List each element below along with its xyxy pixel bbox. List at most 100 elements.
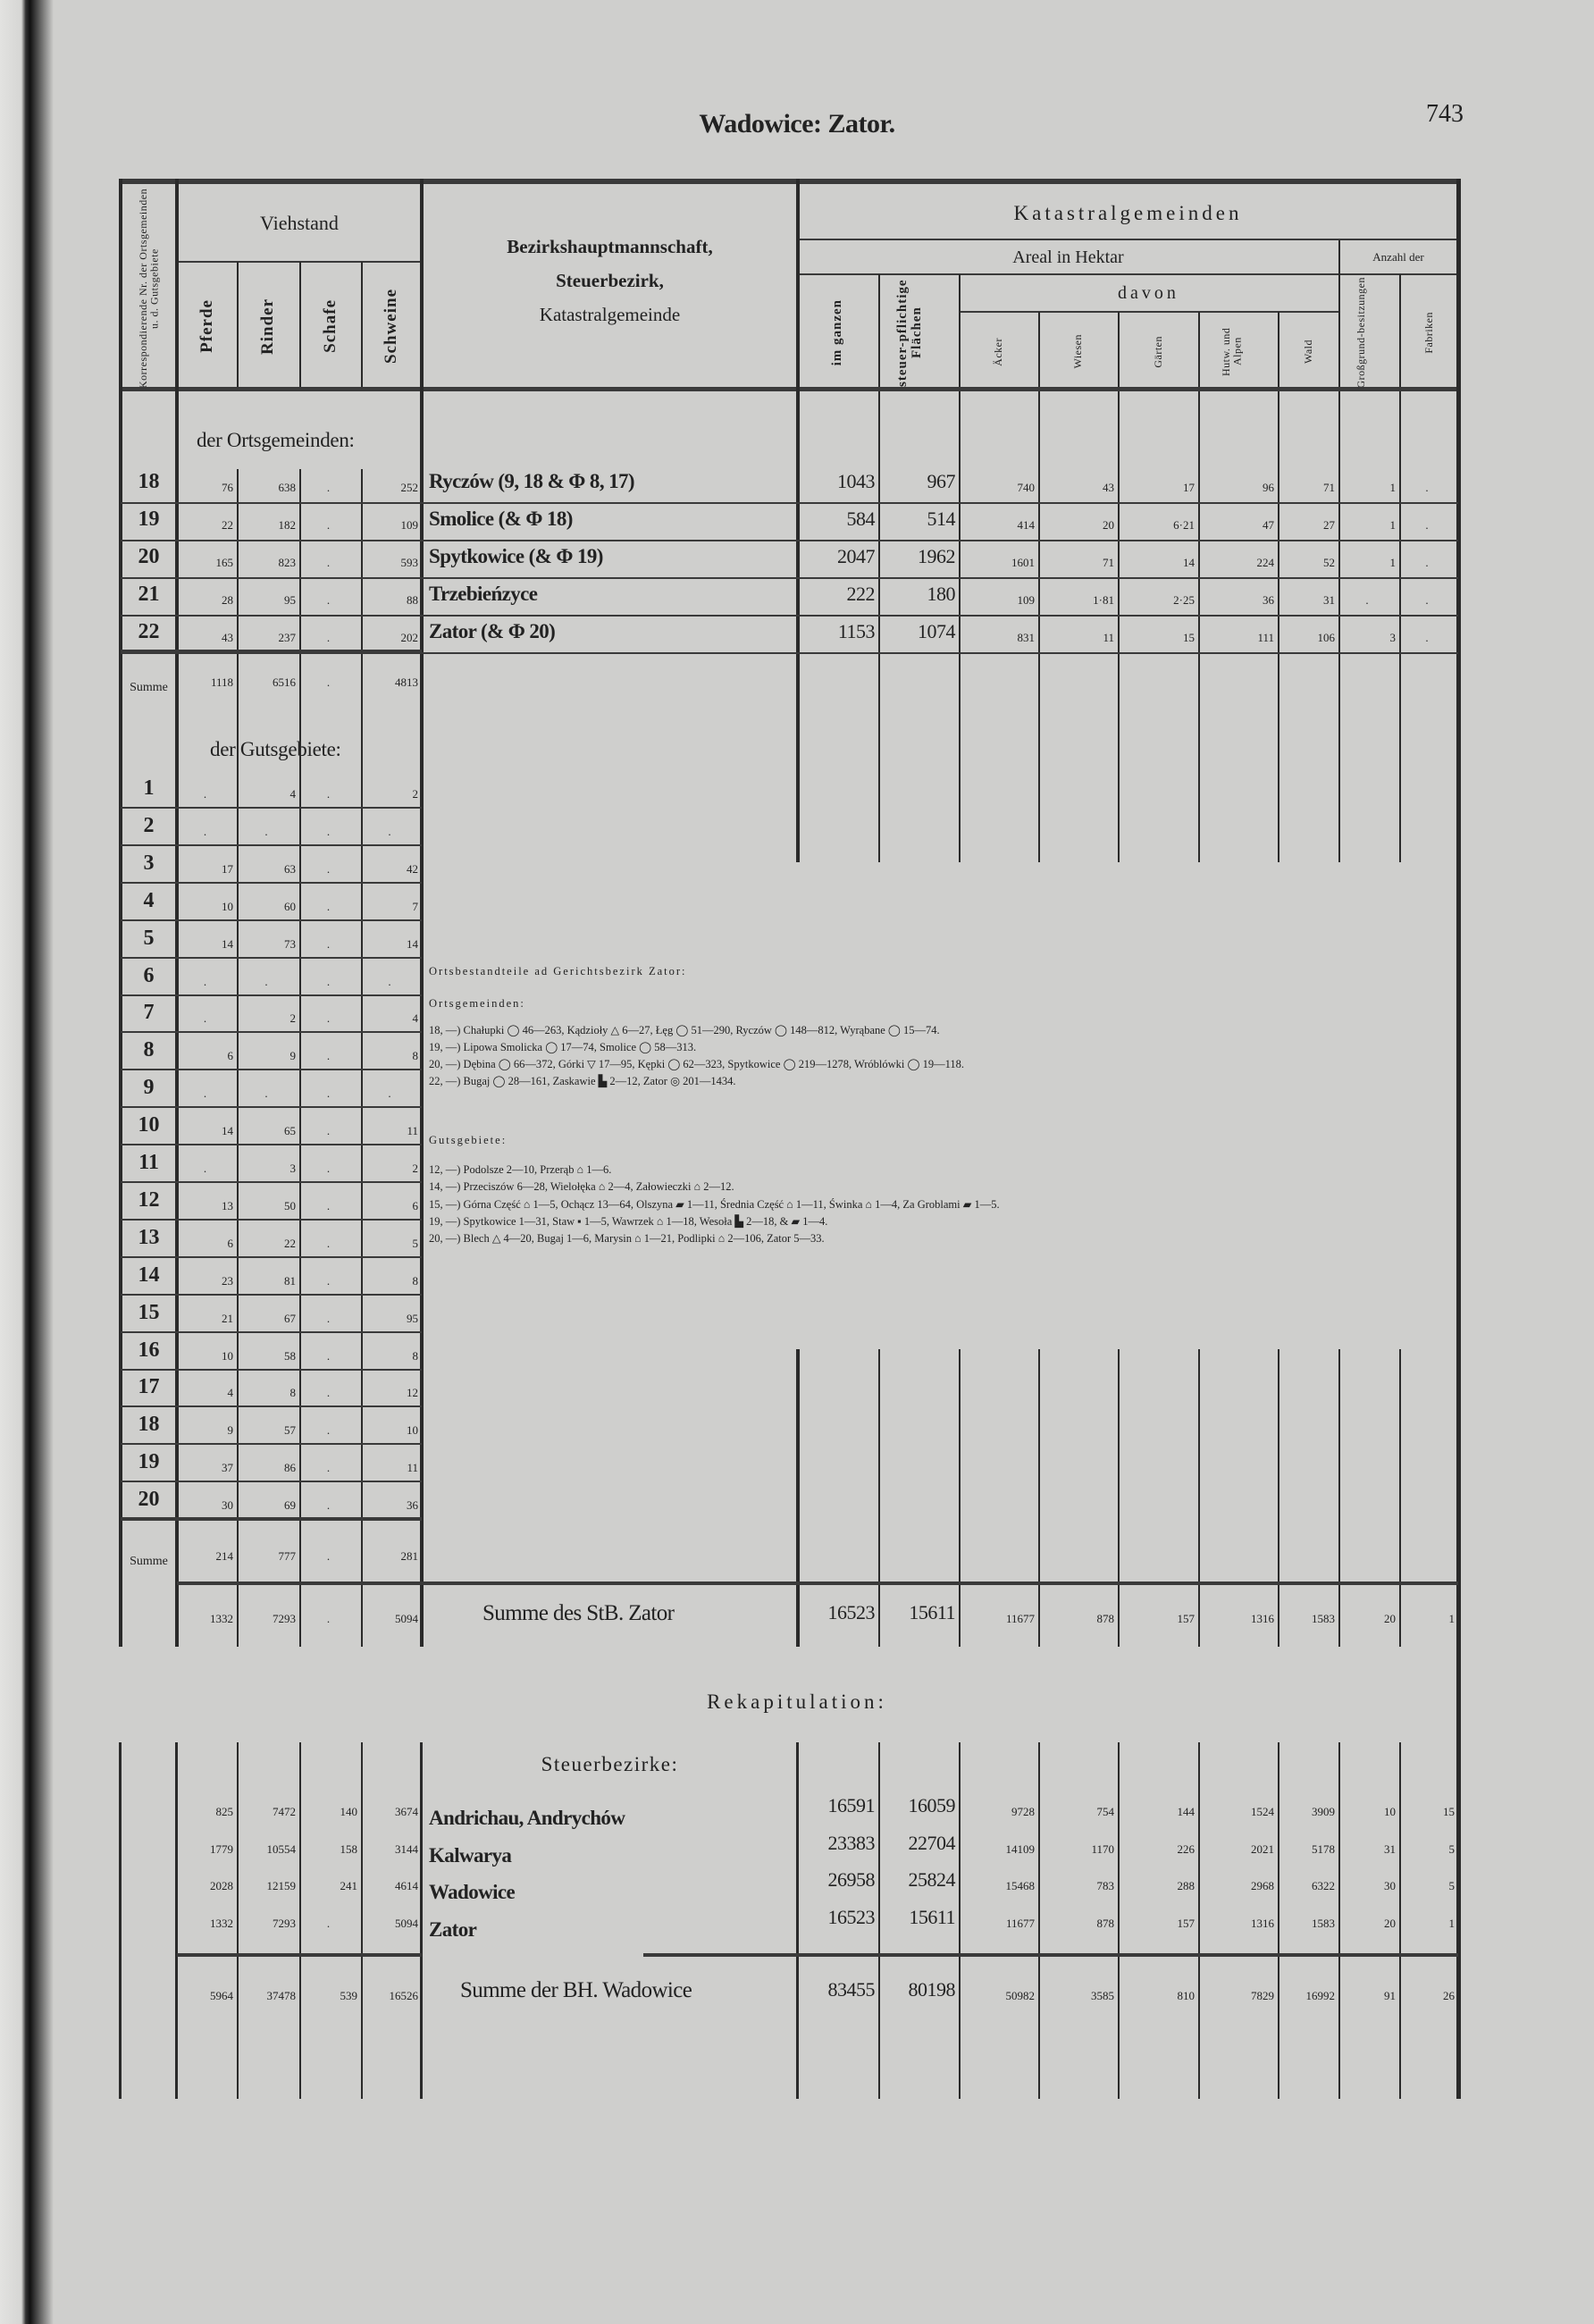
area-cell: 1 bbox=[1448, 1916, 1456, 1930]
viehstand-cell: . bbox=[203, 1011, 207, 1026]
katastralgemeinde-name: Summe der BH. Wadowice bbox=[460, 1978, 692, 2002]
viehstand-cell: 42 bbox=[407, 861, 418, 876]
viehstand-cell: 13 bbox=[222, 1198, 233, 1212]
viehstand-cell: 10 bbox=[407, 1423, 418, 1438]
row-number: Summe bbox=[130, 1555, 168, 1568]
header-pferde: Pferde bbox=[177, 264, 237, 389]
row-number: 10 bbox=[138, 1113, 160, 1137]
viehstand-cell: 28 bbox=[222, 593, 233, 607]
header-hutweiden-label: Hutw. und Alpen bbox=[1219, 327, 1244, 376]
viehstand-cell: 30 bbox=[222, 1498, 233, 1513]
header-im-ganzen-label: im ganzen bbox=[830, 299, 845, 366]
viehstand-cell: . bbox=[326, 1549, 331, 1563]
area-cell: 180 bbox=[927, 583, 956, 605]
row-rule bbox=[177, 1581, 1458, 1585]
column-rule bbox=[237, 1742, 239, 2099]
row-number: 11 bbox=[138, 1151, 159, 1174]
row-rule bbox=[121, 615, 1458, 617]
area-cell: 106 bbox=[1317, 631, 1336, 644]
header-katastral: Katastralgemeinden bbox=[1013, 201, 1243, 224]
header-viehstand: Viehstand bbox=[260, 212, 339, 235]
area-cell: 96 bbox=[1263, 481, 1274, 494]
column-rule bbox=[1118, 1742, 1120, 2099]
area-cell: 26 bbox=[1443, 1989, 1455, 2002]
katastralgemeinde-name: Ryczów (9, 18 & Φ 8, 17) bbox=[429, 470, 635, 492]
viehstand-cell: 4 bbox=[412, 1011, 419, 1026]
viehstand-cell: 252 bbox=[400, 481, 419, 494]
row-number: 21 bbox=[138, 583, 160, 606]
viehstand-cell: . bbox=[326, 1124, 331, 1138]
viehstand-cell: 1332 bbox=[210, 1916, 233, 1930]
header-areal: Areal in Hektar bbox=[1012, 247, 1124, 267]
viehstand-cell: 823 bbox=[278, 556, 297, 569]
column-rule bbox=[959, 391, 961, 862]
viehstand-cell: . bbox=[388, 824, 391, 838]
viehstand-cell: 7293 bbox=[273, 1916, 296, 1930]
row-rule bbox=[121, 919, 422, 921]
viehstand-cell: 9 bbox=[227, 1423, 234, 1438]
column-rule bbox=[361, 469, 363, 1278]
viehstand-cell: 73 bbox=[284, 936, 296, 951]
area-cell: 15 bbox=[1443, 1805, 1455, 1818]
column-rule bbox=[1338, 1742, 1340, 2099]
header-fabriken: Fabriken bbox=[1399, 277, 1458, 389]
area-cell: 14 bbox=[1183, 556, 1195, 569]
viehstand-cell: 165 bbox=[215, 556, 234, 569]
area-cell: 5 bbox=[1448, 1879, 1456, 1892]
column-rule bbox=[1399, 274, 1401, 387]
katastralgemeinde-name: Spytkowice (& Φ 19) bbox=[429, 545, 603, 567]
viehstand-cell: 95 bbox=[407, 1311, 418, 1325]
katastralgemeinde-name: Zator bbox=[429, 1917, 477, 1941]
area-cell: 15611 bbox=[909, 1905, 955, 1928]
viehstand-cell: 37478 bbox=[266, 1989, 297, 2002]
row-rule bbox=[643, 1953, 1458, 1957]
area-cell: 20 bbox=[1384, 1916, 1396, 1930]
area-cell: 1583 bbox=[1312, 1916, 1335, 1930]
area-cell: 16591 bbox=[827, 1794, 876, 1816]
area-cell: 810 bbox=[1177, 1989, 1196, 2002]
viehstand-cell: 109 bbox=[400, 518, 419, 532]
viehstand-cell: 21 bbox=[222, 1311, 233, 1325]
area-cell: 1316 bbox=[1251, 1612, 1274, 1625]
row-number: 19 bbox=[138, 508, 160, 531]
viehstand-cell: 10 bbox=[222, 1348, 233, 1363]
viehstand-cell: . bbox=[264, 824, 268, 838]
viehstand-cell: 6 bbox=[227, 1049, 234, 1063]
note-line: 18, —) Chałupki ◯ 46—263, Kądzioły △ 6—2… bbox=[429, 1024, 940, 1036]
area-cell: 1153 bbox=[837, 620, 876, 642]
header-name-line3: Katastralgemeinde bbox=[539, 303, 681, 325]
viehstand-cell: . bbox=[326, 1011, 331, 1026]
viehstand-cell: 57 bbox=[284, 1423, 296, 1438]
row-number: 2 bbox=[143, 813, 155, 837]
column-rule bbox=[1399, 1349, 1401, 1647]
viehstand-cell: 7 bbox=[412, 899, 419, 913]
viehstand-cell: 1332 bbox=[210, 1612, 233, 1625]
row-rule bbox=[121, 1405, 422, 1408]
viehstand-cell: 58 bbox=[284, 1348, 296, 1363]
header-wald: Wald bbox=[1278, 315, 1338, 389]
notes-orts-heading: Ortsgemeinden: bbox=[429, 997, 525, 1010]
viehstand-cell: 11 bbox=[407, 1124, 418, 1138]
area-cell: 5 bbox=[1448, 1842, 1456, 1856]
viehstand-cell: 1118 bbox=[210, 675, 233, 689]
column-rule bbox=[1278, 1742, 1279, 2099]
area-cell: 783 bbox=[1096, 1879, 1115, 1892]
viehstand-cell: 12159 bbox=[266, 1879, 297, 1892]
viehstand-cell: 4 bbox=[289, 787, 297, 801]
area-cell: 27 bbox=[1323, 518, 1335, 532]
viehstand-cell: 14 bbox=[222, 1124, 233, 1138]
viehstand-cell: . bbox=[203, 824, 207, 838]
row-number: 4 bbox=[143, 888, 155, 912]
viehstand-cell: . bbox=[326, 1916, 331, 1930]
area-cell: 31 bbox=[1323, 593, 1335, 607]
viehstand-cell: 22 bbox=[284, 1236, 296, 1250]
viehstand-cell: 7293 bbox=[273, 1612, 296, 1625]
header-gaerten: Gärten bbox=[1118, 315, 1198, 389]
area-cell: 226 bbox=[1177, 1842, 1196, 1856]
header-steuerpflichtig: steuer-pflichtige Flächen bbox=[878, 277, 959, 389]
row-rule bbox=[121, 1144, 422, 1146]
row-rule bbox=[121, 1031, 422, 1034]
area-cell: 2·25 bbox=[1173, 593, 1195, 607]
viehstand-cell: 4813 bbox=[395, 675, 418, 689]
viehstand-cell: 17 bbox=[222, 861, 233, 876]
